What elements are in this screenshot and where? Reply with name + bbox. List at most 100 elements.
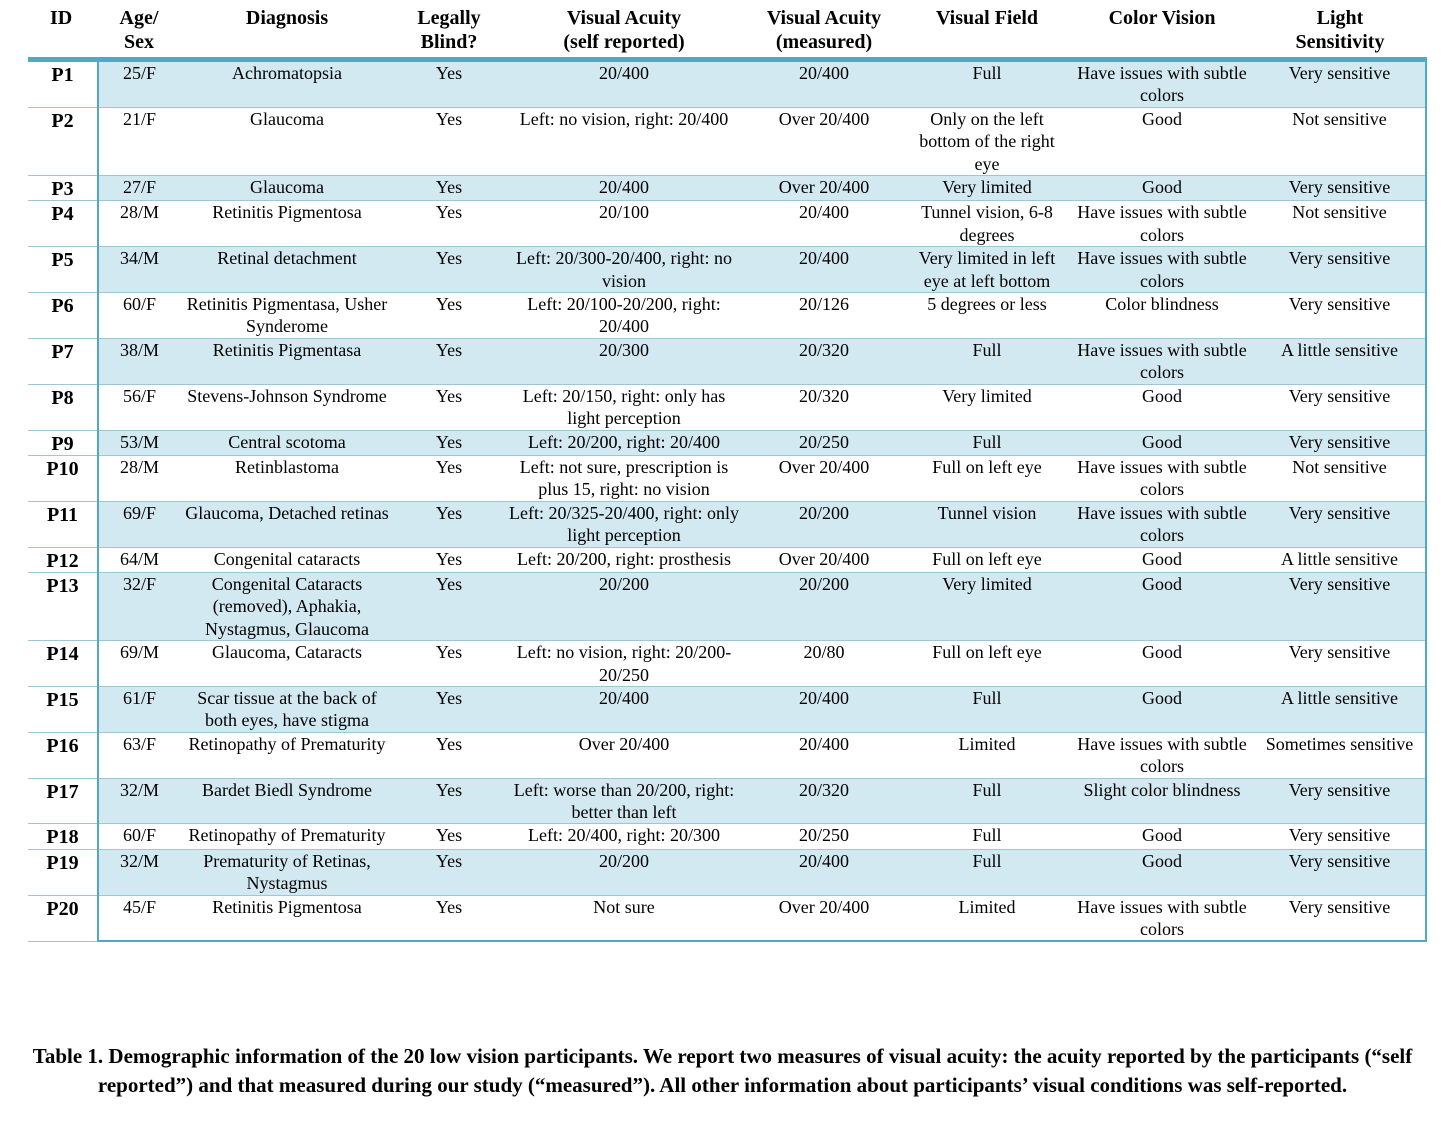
cell-id: P7 (28, 337, 99, 385)
cell-age-sex: 32/M (98, 777, 180, 824)
cell-legally-blind: Yes (394, 640, 504, 687)
cell-age-sex: 38/M (98, 337, 180, 385)
cell-diagnosis: Retinopathy of Prematurity (180, 731, 394, 779)
cell-diagnosis: Congenital cataracts (180, 546, 394, 573)
cell-diagnosis: Scar tissue at the back of both eyes, ha… (180, 685, 394, 733)
cell-va-measured: 20/400 (744, 685, 904, 733)
header-line1: Visual Acuity (766, 7, 882, 29)
cell-light-sensitivity: Very sensitive (1254, 894, 1427, 943)
table-row: P15 61/F Scar tissue at the back of both e… (28, 685, 1427, 733)
table-row: P8 56/F Stevens-Johnson Syndrome Yes Left: 2… (28, 383, 1427, 430)
cell-age-sex: 63/F (98, 731, 180, 779)
header-va-measured: Visual Acuity (measured) (744, 0, 904, 62)
cell-id: P11 (28, 500, 99, 548)
cell-id: P20 (28, 894, 99, 942)
header-line1: Legally (417, 7, 481, 29)
cell-va-measured: 20/250 (744, 823, 904, 850)
cell-va-measured: 20/400 (744, 731, 904, 779)
cell-light-sensitivity: Not sensitive (1254, 106, 1427, 176)
cell-visual-field: Only on the left bottom of the right eye (904, 106, 1070, 176)
cell-id: P2 (28, 106, 99, 176)
cell-age-sex: 53/M (98, 429, 180, 456)
cell-legally-blind: Yes (394, 777, 504, 824)
cell-id: P9 (28, 429, 99, 456)
cell-id: P17 (28, 777, 99, 824)
cell-light-sensitivity: Very sensitive (1254, 500, 1427, 548)
header-color-vision: Color Vision (1070, 0, 1254, 62)
cell-age-sex: 28/M (98, 454, 180, 502)
table-row: P4 28/M Retinitis Pigmentosa Yes 20/100 20/40… (28, 200, 1427, 247)
cell-diagnosis: Retinitis Pigmentosa (180, 894, 394, 943)
cell-light-sensitivity: A little sensitive (1254, 337, 1427, 385)
cell-legally-blind: Yes (394, 200, 504, 247)
cell-va-self: Left: 20/200, right: prosthesis (504, 546, 744, 573)
cell-va-self: 20/100 (504, 200, 744, 247)
cell-visual-field: Full (904, 429, 1070, 456)
header-line2: (measured) (775, 31, 873, 53)
cell-legally-blind: Yes (394, 500, 504, 548)
table-row: P14 69/M Glaucoma, Cataracts Yes Left: no vi… (28, 640, 1427, 687)
header-line1: Light (1316, 7, 1364, 29)
header-line2: (self reported) (563, 31, 685, 53)
cell-color-vision: Good (1070, 383, 1254, 430)
cell-va-measured: 20/250 (744, 429, 904, 456)
cell-va-self: Over 20/400 (504, 731, 744, 779)
cell-age-sex: 34/M (98, 246, 180, 293)
cell-color-vision: Color blindness (1070, 292, 1254, 339)
cell-va-measured: 20/400 (744, 848, 904, 896)
cell-age-sex: 64/M (98, 546, 180, 573)
cell-color-vision: Good (1070, 685, 1254, 733)
header-age-sex: Age/Sex (98, 0, 180, 62)
cell-va-measured: Over 20/400 (744, 175, 904, 201)
cell-light-sensitivity: Very sensitive (1254, 292, 1427, 339)
cell-color-vision: Have issues with subtle colors (1070, 337, 1254, 385)
cell-visual-field: Full (904, 685, 1070, 733)
cell-visual-field: Tunnel vision (904, 500, 1070, 548)
cell-va-self: Left: 20/150, right: only has light perc… (504, 383, 744, 430)
cell-light-sensitivity: Very sensitive (1254, 59, 1427, 108)
table-body: P1 25/F Achromatopsia Yes 20/400 20/400 Full Ha… (28, 59, 1427, 943)
cell-visual-field: Full on left eye (904, 454, 1070, 502)
cell-color-vision: Slight color blindness (1070, 777, 1254, 824)
cell-age-sex: 27/F (98, 175, 180, 201)
cell-va-self: Left: 20/400, right: 20/300 (504, 823, 744, 850)
cell-visual-field: Very limited (904, 175, 1070, 201)
cell-color-vision: Have issues with subtle colors (1070, 246, 1254, 293)
cell-va-self: Left: no vision, right: 20/400 (504, 106, 744, 176)
cell-va-measured: Over 20/400 (744, 454, 904, 502)
cell-visual-field: Full (904, 777, 1070, 824)
cell-id: P10 (28, 454, 99, 502)
table-row: P17 32/M Bardet Biedl Syndrome Yes Left: wor… (28, 777, 1427, 824)
table-row: P9 53/M Central scotoma Yes Left: 20/200, ri… (28, 429, 1427, 456)
cell-va-measured: 20/320 (744, 777, 904, 824)
cell-age-sex: 28/M (98, 200, 180, 247)
cell-diagnosis: Prematurity of Retinas, Nystagmus (180, 848, 394, 896)
cell-visual-field: 5 degrees or less (904, 292, 1070, 339)
cell-legally-blind: Yes (394, 731, 504, 779)
cell-id: P15 (28, 685, 99, 733)
header-line1: Visual Field (935, 7, 1039, 29)
cell-age-sex: 60/F (98, 823, 180, 850)
cell-age-sex: 25/F (98, 59, 180, 108)
cell-diagnosis: Achromatopsia (180, 59, 394, 108)
cell-va-self: Left: 20/300-20/400, right: no vision (504, 246, 744, 293)
cell-age-sex: 32/F (98, 571, 180, 641)
cell-visual-field: Full on left eye (904, 640, 1070, 687)
table-row: P2 21/F Glaucoma Yes Left: no vision, right:… (28, 106, 1427, 176)
cell-age-sex: 61/F (98, 685, 180, 733)
table-row: P13 32/F Congenital Cataracts (removed), A… (28, 571, 1427, 641)
cell-color-vision: Have issues with subtle colors (1070, 200, 1254, 247)
cell-va-self: Left: 20/200, right: 20/400 (504, 429, 744, 456)
cell-diagnosis: Bardet Biedl Syndrome (180, 777, 394, 824)
cell-light-sensitivity: Sometimes sensitive (1254, 731, 1427, 779)
header-visual-field: Visual Field (904, 0, 1070, 62)
table-row: P3 27/F Glaucoma Yes 20/400 Over 20/400 Very l… (28, 175, 1427, 201)
table-row: P7 38/M Retinitis Pigmentasa Yes 20/300 20/32… (28, 337, 1427, 385)
table-row: P18 60/F Retinopathy of Prematurity Yes Left… (28, 823, 1427, 850)
cell-diagnosis: Retinblastoma (180, 454, 394, 502)
cell-va-self: Left: 20/325-20/400, right: only light p… (504, 500, 744, 548)
cell-va-self: 20/400 (504, 685, 744, 733)
cell-age-sex: 69/M (98, 640, 180, 687)
cell-id: P18 (28, 823, 99, 850)
cell-color-vision: Good (1070, 546, 1254, 573)
